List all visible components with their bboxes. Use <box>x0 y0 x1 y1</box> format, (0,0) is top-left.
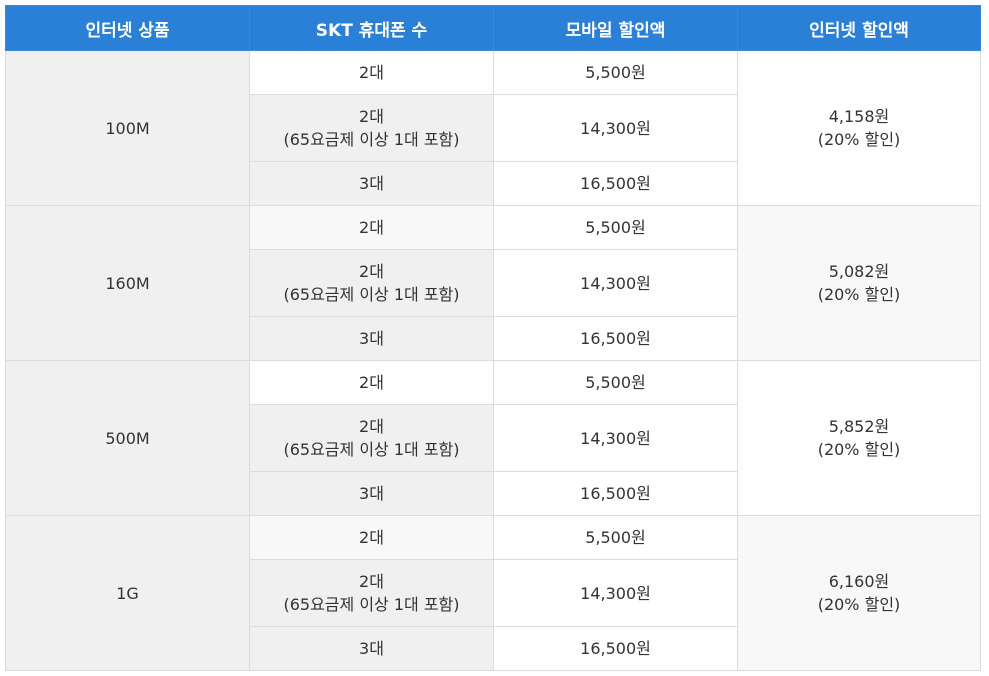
phone-count-text: 3대 <box>359 484 384 503</box>
phone-count-cell: 3대 <box>249 316 494 361</box>
internet-discount-cell: 6,160원 (20% 할인) <box>737 515 981 671</box>
phone-count-cell: 2대 <box>249 515 494 560</box>
internet-discount-cell: 5,852원 (20% 할인) <box>737 360 981 516</box>
mobile-discount-cell: 16,500원 <box>493 626 738 671</box>
internet-discount-rate: (20% 할인) <box>817 285 901 304</box>
table-row: 2대 (65요금제 이상 1대 포함) 14,300원 <box>6 94 981 162</box>
mobile-discount-cell: 16,500원 <box>493 316 738 361</box>
mobile-discount-cell: 5,500원 <box>493 205 738 250</box>
table-row: 1G 2대 5,500원 6,160원 (20% 할인) <box>5 515 981 671</box>
table-row: 160M 2대 5,500원 5,082원 (20% 할인) <box>5 205 981 361</box>
phone-count-cell: 3대 <box>249 161 494 206</box>
phone-count-cell: 2대 (65요금제 이상 1대 포함) <box>249 94 494 162</box>
product-cell: 500M <box>5 360 250 516</box>
phone-count-cell: 2대 <box>249 360 494 405</box>
phone-count-cell: 3대 <box>249 626 494 671</box>
mobile-discount-cell: 5,500원 <box>493 515 738 560</box>
internet-discount-rate: (20% 할인) <box>817 130 901 149</box>
phone-count-text: 3대 <box>359 639 384 658</box>
internet-discount-rate: (20% 할인) <box>817 595 901 614</box>
header-row: 인터넷 상품 SKT 휴대폰 수 모바일 할인액 인터넷 할인액 <box>5 5 981 51</box>
phone-count-cell: 2대 <box>249 50 494 95</box>
mobile-discount-cell: 5,500원 <box>493 360 738 405</box>
internet-discount-amount: 4,158원 <box>828 107 890 126</box>
table-row: 2대 (65요금제 이상 1대 포함) 14,300원 <box>6 404 981 472</box>
phone-count-text: 2대 <box>359 528 384 547</box>
product-cell: 1G <box>5 515 250 671</box>
header-mobile-discount: 모바일 할인액 <box>493 5 738 51</box>
mobile-discount-cell: 14,300원 <box>493 404 738 472</box>
phone-count-text: 2대 <box>359 63 384 82</box>
discount-table: 인터넷 상품 SKT 휴대폰 수 모바일 할인액 인터넷 할인액 100M 2대… <box>5 5 981 671</box>
phone-count-condition: (65요금제 이상 1대 포함) <box>283 130 460 149</box>
phone-count-condition: (65요금제 이상 1대 포함) <box>283 595 460 614</box>
phone-count-condition: (65요금제 이상 1대 포함) <box>283 285 460 304</box>
phone-count-text: 2대 <box>359 417 384 436</box>
table-row: 500M 2대 5,500원 5,852원 (20% 할인) <box>5 360 981 516</box>
phone-count-cell: 2대 (65요금제 이상 1대 포함) <box>249 404 494 472</box>
product-cell: 100M <box>5 50 250 206</box>
mobile-discount-cell: 14,300원 <box>493 559 738 627</box>
mobile-discount-cell: 14,300원 <box>493 249 738 317</box>
phone-count-text: 2대 <box>359 572 384 591</box>
phone-count-text: 2대 <box>359 262 384 281</box>
table-row: 2대 (65요금제 이상 1대 포함) 14,300원 <box>6 249 981 317</box>
internet-discount-cell: 4,158원 (20% 할인) <box>737 50 981 206</box>
table-row: 100M 2대 5,500원 4,158원 (20% 할인) <box>5 50 981 206</box>
internet-discount-rate: (20% 할인) <box>817 440 901 459</box>
phone-count-cell: 3대 <box>249 471 494 516</box>
table-row: 3대 16,500원 <box>6 626 981 671</box>
phone-count-text: 3대 <box>359 329 384 348</box>
mobile-discount-cell: 16,500원 <box>493 471 738 516</box>
internet-discount-cell: 5,082원 (20% 할인) <box>737 205 981 361</box>
table-row: 3대 16,500원 <box>6 471 981 516</box>
header-skt-phone-count: SKT 휴대폰 수 <box>249 5 494 51</box>
mobile-discount-cell: 14,300원 <box>493 94 738 162</box>
phone-count-cell: 2대 <box>249 205 494 250</box>
internet-discount-amount: 6,160원 <box>828 572 890 591</box>
header-internet-discount: 인터넷 할인액 <box>737 5 981 51</box>
phone-count-condition: (65요금제 이상 1대 포함) <box>283 440 460 459</box>
product-cell: 160M <box>5 205 250 361</box>
table-row: 3대 16,500원 <box>6 161 981 206</box>
phone-count-cell: 2대 (65요금제 이상 1대 포함) <box>249 249 494 317</box>
header-internet-product: 인터넷 상품 <box>5 5 250 51</box>
mobile-discount-cell: 16,500원 <box>493 161 738 206</box>
mobile-discount-cell: 5,500원 <box>493 50 738 95</box>
phone-count-text: 2대 <box>359 218 384 237</box>
phone-count-text: 2대 <box>359 373 384 392</box>
phone-count-cell: 2대 (65요금제 이상 1대 포함) <box>249 559 494 627</box>
table-row: 2대 (65요금제 이상 1대 포함) 14,300원 <box>6 559 981 627</box>
internet-discount-amount: 5,082원 <box>828 262 890 281</box>
phone-count-text: 2대 <box>359 107 384 126</box>
phone-count-text: 3대 <box>359 174 384 193</box>
internet-discount-amount: 5,852원 <box>828 417 890 436</box>
